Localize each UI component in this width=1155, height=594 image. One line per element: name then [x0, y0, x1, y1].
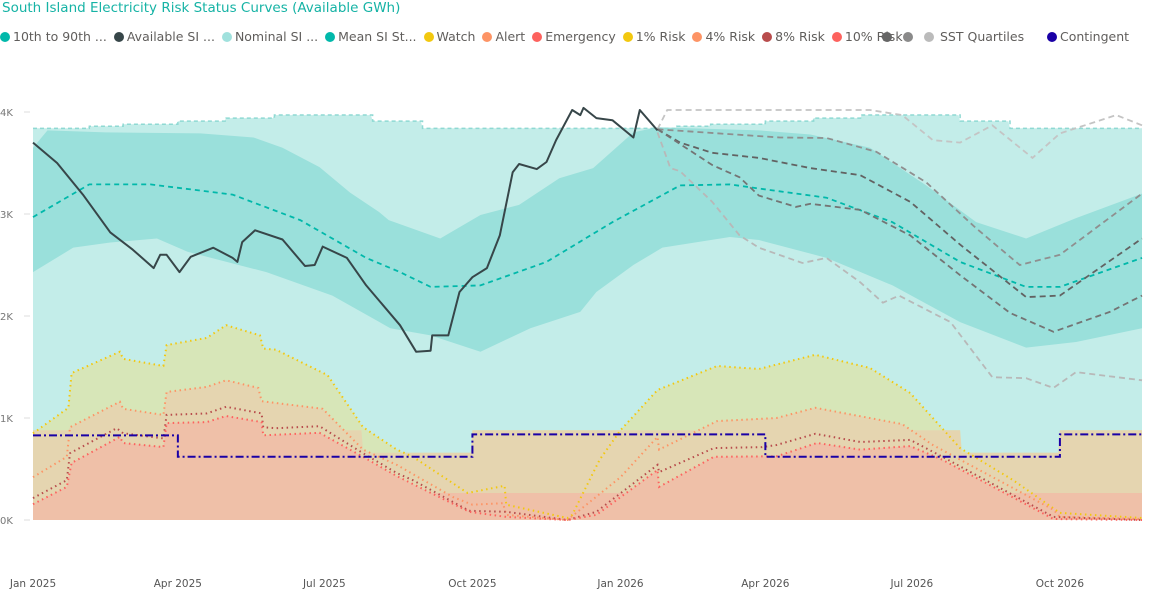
legend-label: Nominal SI ...: [234, 29, 319, 44]
emergency-area: [33, 416, 1142, 520]
1pct-risk-line: [32, 324, 1143, 520]
legend-dot: [482, 31, 493, 42]
nominal-si-top-line: [33, 114, 1142, 130]
8pct-risk-line: [32, 405, 1143, 522]
legend-dot: [831, 31, 842, 42]
legend-item[interactable]: Alert: [482, 29, 525, 44]
legend-sst-dot-dark: [882, 31, 892, 42]
legend-dot: [325, 31, 336, 42]
x-tick-label: Apr 2025: [154, 578, 202, 590]
legend-label: 8% Risk: [775, 29, 825, 44]
legend-label: 10th to 90th ...: [13, 29, 107, 44]
legend-item[interactable]: 1% Risk: [622, 29, 686, 44]
x-tick-label: Jan 2025: [9, 578, 56, 590]
legend-label: 1% Risk: [635, 29, 686, 44]
sst-quartile-line-1: [657, 128, 1143, 266]
legend-label: Available SI ...: [126, 29, 215, 44]
axes: 0K 1K 2K 3K 4K Jan 2025 Apr 2025 Jul 2025 Oct 20…: [0, 108, 1084, 590]
legend-sst-dot-mid: [903, 31, 913, 42]
legend-dot: [622, 31, 633, 42]
legend-item[interactable]: Mean SI St...: [325, 29, 417, 44]
area-fills: [33, 115, 1142, 520]
legend-contingent[interactable]: Contingent: [1047, 29, 1129, 44]
legend-dot: [423, 31, 434, 42]
legend-label: Contingent: [1060, 29, 1130, 44]
legend-item[interactable]: 10th to 90th ...: [0, 29, 107, 44]
legend-label: Mean SI St...: [338, 29, 417, 44]
x-tick-label: Oct 2025: [448, 578, 496, 590]
legend-dot: [113, 31, 124, 42]
4pct-risk-line: [32, 379, 1143, 522]
legend-label: Watch: [436, 29, 476, 44]
sst-quartile-line-3: [657, 128, 1143, 333]
legend-label: Emergency: [545, 29, 616, 44]
legend-dot: [0, 31, 10, 42]
sst-quartile-line-0: [656, 109, 1143, 160]
legend-label: Alert: [495, 29, 526, 44]
x-tick-label: Apr 2026: [741, 578, 790, 590]
available-si-line: [32, 106, 659, 353]
legend-item[interactable]: Nominal SI ...: [221, 29, 319, 44]
legend-label: 4% Risk: [705, 29, 756, 44]
legend-item[interactable]: Emergency: [532, 29, 616, 44]
legend-item[interactable]: 4% Risk: [692, 29, 755, 44]
y-tick-label: 4K: [0, 108, 13, 119]
y-tick-label: 3K: [0, 210, 13, 221]
legend-item[interactable]: 8% Risk: [762, 29, 825, 44]
legend-sst-dot-light: [924, 31, 934, 42]
series-lines: [32, 106, 1143, 522]
x-tick-label: Oct 2026: [1036, 578, 1085, 590]
x-tick-label: Jan 2026: [596, 578, 644, 590]
x-tick-label: Jul 2026: [889, 578, 933, 590]
legend-item[interactable]: Watch: [423, 29, 476, 44]
legend-dot: [1047, 31, 1057, 42]
legend-dot: [221, 31, 232, 42]
legend-dot: [532, 31, 543, 42]
legend-sst-quartiles[interactable]: SST Quartiles: [882, 29, 1024, 44]
10th-90th-band-area: [33, 127, 1142, 352]
y-tick-label: 1K: [0, 414, 13, 425]
y-tick-label: 0K: [0, 516, 13, 527]
contingent-line: [33, 433, 1142, 458]
sst-quartile-line-4: [656, 132, 1143, 389]
x-tick-label: Jul 2025: [302, 578, 346, 590]
legend-dot: [762, 31, 773, 42]
chart-title: South Island Electricity Risk Status Cur…: [2, 0, 401, 16]
legend-label: SST Quartiles: [940, 29, 1025, 44]
legend-item[interactable]: Available SI ...: [113, 29, 215, 44]
y-tick-label: 2K: [0, 312, 13, 323]
mean-si-line: [32, 183, 1143, 288]
legend-dot: [692, 31, 703, 42]
